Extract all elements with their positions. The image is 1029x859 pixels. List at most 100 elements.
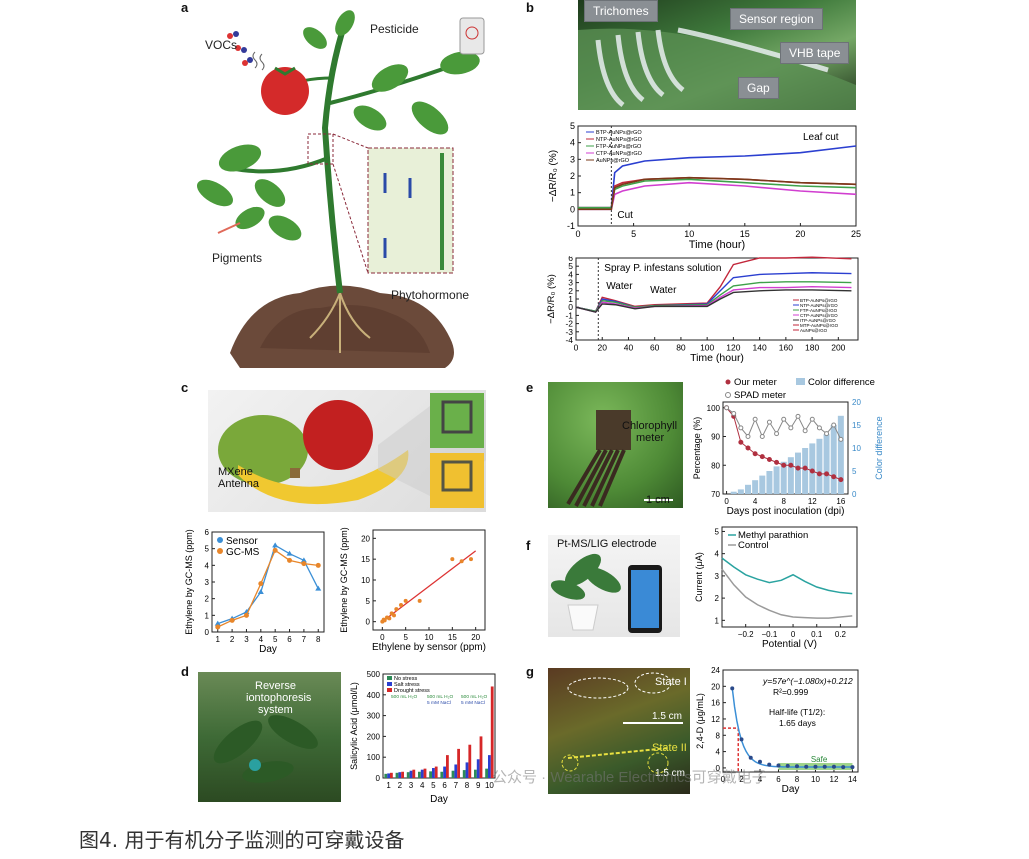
bar: [787, 457, 794, 494]
y-tick-label: 3: [568, 278, 573, 288]
legend-swatch: [217, 537, 223, 543]
bar: [485, 768, 488, 778]
x-tick-label: 3: [244, 635, 249, 644]
series-line: [575, 285, 852, 313]
bar: [462, 770, 466, 778]
data-point: [739, 737, 744, 742]
x-tick-label: 10: [425, 633, 434, 642]
bar: [387, 773, 390, 778]
label-state-2: State II: [652, 742, 687, 754]
data-point: [795, 465, 801, 471]
legend-label: SPAD meter: [734, 390, 786, 401]
y-tick-label: 20: [711, 682, 720, 691]
label-meter: meter: [636, 432, 665, 444]
y-tick-label: 4: [716, 748, 721, 757]
x-tick-label: 8: [465, 781, 470, 790]
annotation: Spray P. infestans solution: [604, 263, 721, 274]
x-axis-label: Ethylene by sensor (ppm): [372, 642, 486, 653]
y-tick-label: 70: [711, 490, 720, 499]
x-tick-label: −0.2: [738, 630, 754, 639]
y-tick-label: 1: [205, 611, 210, 620]
bar: [490, 686, 494, 778]
tag-gap: Gap: [738, 77, 779, 99]
y-tick-label: 100: [707, 404, 721, 413]
chart-b2-infestans: 0 20 40 60 80 100 120 140 160 180 200-4-3-2-101234…: [546, 256, 859, 364]
bar: [384, 773, 388, 778]
x-tick-label: 14: [848, 775, 857, 784]
data-point: [403, 598, 408, 603]
panel-label-b: b: [526, 0, 534, 15]
y-tick-label: 6: [205, 528, 210, 537]
bar: [745, 484, 751, 494]
x-tick-label: 5: [403, 633, 408, 642]
x-tick-label: 1: [216, 635, 221, 644]
panel-label-c: c: [181, 380, 189, 395]
y-tick-label: 2: [568, 286, 573, 296]
data-point: [774, 459, 780, 465]
panel-label-f: f: [526, 538, 531, 553]
y-tick-label: 3: [715, 572, 720, 581]
annotation: Water: [606, 281, 633, 292]
x-axis-label: Time (hour): [689, 239, 745, 251]
x-axis-label: Days post inoculation (dpi): [727, 506, 845, 517]
bar: [398, 772, 402, 778]
label-scale-1: 1.5 cm: [652, 711, 683, 722]
bar: [440, 771, 444, 778]
y-tick-label: -1: [567, 221, 575, 231]
y-tick-label: 400: [367, 691, 381, 700]
x-tick-label: 10: [485, 781, 494, 790]
data-point: [850, 765, 855, 770]
x-tick-label: 25: [851, 229, 861, 239]
data-point: [286, 550, 293, 556]
x-tick-label: 180: [805, 343, 819, 353]
y-tick-label: 16: [711, 699, 720, 708]
x-tick-label: 6: [442, 781, 447, 790]
data-point: [841, 765, 846, 770]
y-tick-label: 2: [715, 594, 720, 603]
bar: [465, 762, 469, 778]
label-reverse: Reverse: [255, 680, 296, 692]
x-tick-label: −0.1: [761, 630, 777, 639]
legend-label: Sensor: [226, 536, 258, 547]
data-point: [394, 607, 399, 612]
y-tick-label: 15: [361, 555, 370, 564]
data-point: [822, 764, 827, 769]
y-tick-label: 8: [716, 731, 721, 740]
legend-swatch: [387, 688, 392, 692]
tag-trichomes: Trichomes: [584, 0, 658, 22]
label-1cm: 1 cm: [646, 494, 670, 506]
x-tick-label: 60: [650, 343, 660, 353]
data-point: [215, 624, 221, 630]
legend-label: Methyl parathion: [738, 530, 808, 541]
y-tick-label: -1: [565, 310, 573, 320]
bar: [468, 744, 472, 778]
data-point: [258, 581, 264, 587]
data-point: [731, 411, 737, 416]
x-tick-label: 10: [684, 229, 694, 239]
x-tick-label: 4: [758, 775, 763, 784]
y-tick-label: 200: [367, 732, 381, 741]
plant-illustration: [196, 10, 485, 368]
y-tick-label: 3: [205, 578, 210, 587]
x-tick-label: 200: [831, 343, 845, 353]
data-point: [229, 617, 235, 623]
label-vocs: VOCs: [205, 38, 238, 52]
legend-label: NTP-AuNPs@rGO: [800, 303, 838, 308]
bar: [409, 770, 413, 778]
data-point: [272, 547, 278, 553]
data-point: [382, 618, 387, 623]
x-tick-label: 8: [316, 635, 321, 644]
y-axis-label: Ethylene by GC-MS (ppm): [184, 529, 194, 635]
y-axis-label: Salicylic Acid (μmol/L): [349, 682, 359, 770]
x-tick-label: 5: [631, 229, 636, 239]
y-tick-label: 100: [367, 753, 381, 762]
y-tick-label: 2: [570, 171, 575, 181]
x-axis-label: Day: [259, 644, 277, 655]
series-line: [575, 289, 852, 313]
y-tick-label: 0: [205, 628, 210, 637]
data-point: [809, 416, 815, 422]
data-point: [809, 468, 815, 474]
bar: [401, 771, 404, 778]
x-tick-label: 10: [811, 775, 820, 784]
bar: [432, 768, 435, 778]
